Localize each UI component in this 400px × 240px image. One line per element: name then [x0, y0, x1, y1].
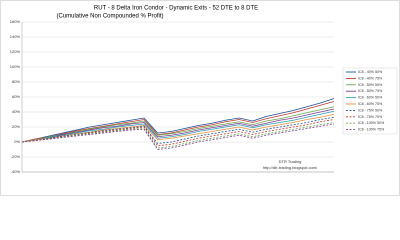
legend-label: IC8 - 50% 50%	[358, 83, 383, 87]
y-tick-label: 40%	[12, 109, 20, 114]
series-line	[21, 106, 335, 143]
y-tick-label: 60%	[12, 94, 20, 99]
y-tick-label: 80%	[12, 79, 20, 84]
legend-label: IC8 - 40% 50%	[358, 70, 383, 74]
series-line	[21, 122, 335, 149]
series-line	[21, 113, 335, 143]
legend-box	[342, 67, 398, 135]
chart-title: RUT - 8 Delta Iron Condor - Dynamic Exit…	[94, 6, 258, 12]
legend-label: IC8 - 50% 75%	[358, 89, 383, 93]
series-line	[21, 110, 335, 143]
series-line	[21, 116, 335, 144]
legend-label: IC8 - 60% 50%	[358, 96, 383, 100]
legend-label: IC8 - 75% 50%	[358, 108, 383, 112]
legend-label: IC8 - 100% 75%	[358, 128, 385, 132]
y-tick-label: -40%	[11, 169, 21, 174]
legend-label: IC8 - 60% 75%	[358, 102, 383, 106]
legend-label: IC8 - 100% 50%	[358, 121, 385, 125]
chart-frame	[0, 0, 400, 196]
legend-label: IC8 - 75% 75%	[358, 115, 383, 119]
series-line	[21, 98, 335, 143]
y-tick-label: 120%	[10, 49, 21, 54]
series-line	[21, 108, 335, 143]
series-line	[21, 101, 335, 143]
series-line	[21, 123, 335, 150]
y-tick-label: 100%	[10, 64, 21, 69]
watermark-url: http://dtr-trading.blogspot.com/	[263, 165, 318, 170]
legend-label: IC8 - 40% 75%	[358, 76, 383, 80]
chart: RUT - 8 Delta Iron Condor - Dynamic Exit…	[0, 0, 400, 196]
chart-subtitle: (Cumulative Non Compounded % Profit)	[56, 14, 163, 20]
y-tick-label: -20%	[11, 154, 21, 159]
y-tick-label: 20%	[12, 124, 20, 129]
y-tick-label: 0%	[14, 139, 20, 144]
y-tick-label: 140%	[10, 34, 21, 39]
y-tick-label: 160%	[10, 19, 21, 24]
watermark: DTR Trading	[279, 159, 302, 164]
